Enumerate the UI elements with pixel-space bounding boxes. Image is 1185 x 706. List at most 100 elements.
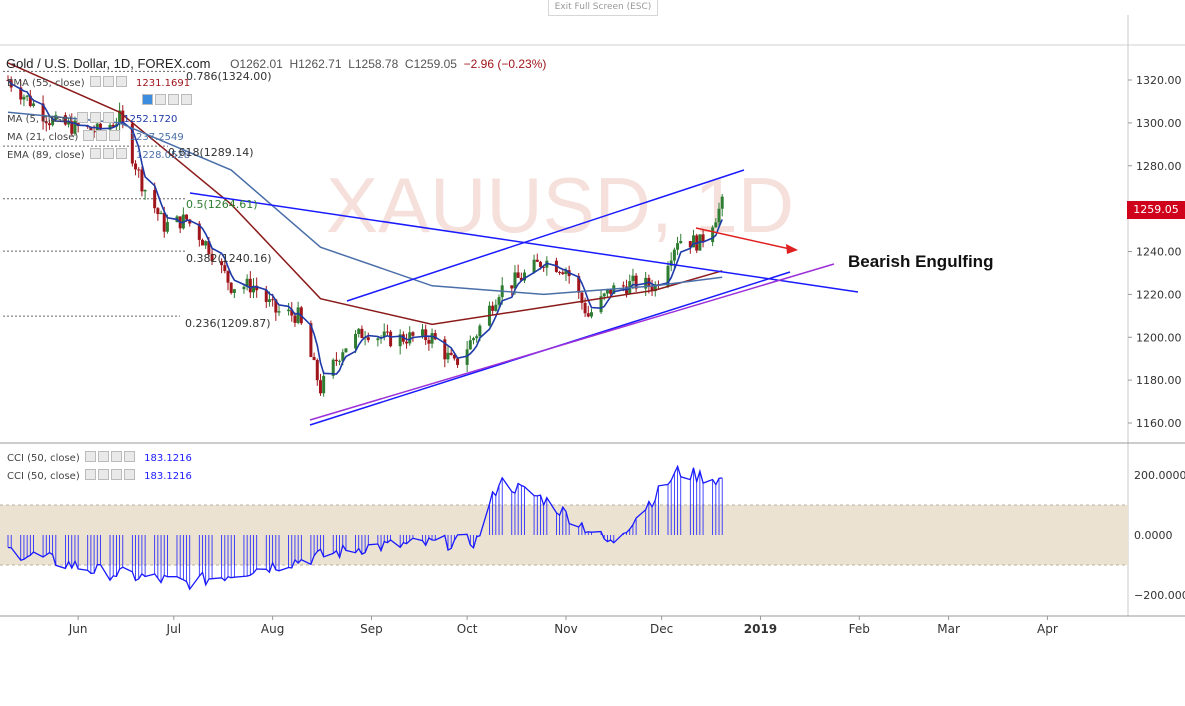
price-tick-label: 1320.00 [1136, 74, 1182, 87]
gear-icon[interactable] [97, 469, 109, 480]
close-value: C1259.05 [404, 57, 457, 71]
cci-legend-1[interactable]: CCI (50, close) 183.1216 [7, 451, 192, 464]
candle-body [360, 328, 364, 339]
time-tick-label: Jul [166, 622, 181, 636]
last-price-tag: 1259.05 [1127, 201, 1185, 219]
eye-icon[interactable] [77, 112, 89, 123]
candle-body [389, 331, 393, 347]
candle-body [535, 259, 539, 262]
legend-ma5[interactable]: MA (5, close) 1252.1720 [7, 112, 177, 125]
candle-body [245, 278, 249, 287]
candle-body [519, 277, 523, 281]
price-tick-label: 1180.00 [1136, 374, 1182, 387]
legend-label: EMA (89, close) [7, 150, 85, 161]
close-icon[interactable] [115, 148, 127, 159]
candle-body [73, 120, 77, 134]
candle-body [28, 95, 32, 106]
candle-body [47, 123, 51, 126]
candle-body [312, 356, 316, 360]
ema55-line [7, 62, 723, 326]
candle-body [577, 276, 581, 293]
candle-body [277, 311, 281, 313]
visibility-icon[interactable] [110, 469, 122, 480]
candle-body [341, 352, 345, 361]
time-tick-label: Jun [68, 622, 88, 636]
candle-body [108, 124, 112, 130]
legend-ema89[interactable]: EMA (89, close) 1228.0528 [7, 148, 190, 161]
eye-icon[interactable] [83, 130, 95, 141]
legend-ma21[interactable]: MA (21, close) 1237.2549 [7, 130, 184, 143]
legend-hidden[interactable] [140, 94, 192, 107]
candle-body [51, 119, 55, 126]
candle-body [344, 348, 348, 353]
gear-icon[interactable] [102, 76, 114, 87]
price-tick-label: 1220.00 [1136, 288, 1182, 301]
candle-body [121, 110, 125, 124]
ohlc-readout: O1262.01 H1262.71 L1258.78 C1259.05 −2.9… [230, 57, 546, 71]
candle-body [293, 315, 297, 323]
eye-icon[interactable] [89, 148, 101, 159]
gear-icon[interactable] [97, 451, 109, 462]
legend-label: EMA (55, close) [7, 78, 85, 89]
candle-body [561, 272, 565, 275]
gear-icon[interactable] [96, 130, 108, 141]
price-tick-label: 1300.00 [1136, 117, 1182, 130]
candle-body [188, 219, 192, 224]
exit-fullscreen-button[interactable]: Exit Full Screen (ESC) [548, 0, 658, 16]
candle-body [32, 103, 36, 106]
close-icon[interactable] [109, 130, 121, 141]
gear-icon[interactable] [155, 94, 166, 105]
candle-body [331, 359, 335, 376]
candle-body [478, 325, 482, 337]
candle-body [274, 299, 278, 313]
candle-body [134, 163, 138, 170]
candle-body [472, 338, 476, 341]
candle-body [542, 266, 546, 268]
candle-body [714, 222, 718, 228]
candle-body [583, 302, 587, 314]
close-icon[interactable] [123, 451, 135, 462]
candle-body [538, 261, 542, 267]
cci-legend-2[interactable]: CCI (50, close) 183.1216 [7, 469, 192, 482]
candle-body [523, 272, 527, 281]
channel-upper-line [346, 169, 745, 302]
candle-body [204, 241, 208, 246]
eye-icon[interactable] [89, 76, 101, 87]
visibility-icon[interactable] [168, 94, 179, 105]
legend-value: 1231.1691 [135, 78, 191, 89]
eye-icon[interactable] [84, 451, 96, 462]
legend-value: 183.1216 [144, 471, 192, 482]
close-icon[interactable] [103, 112, 115, 123]
candle-body [446, 352, 450, 360]
price-tick-label: 1280.00 [1136, 160, 1182, 173]
legend-value: 1252.1720 [123, 114, 178, 125]
gear-icon[interactable] [90, 112, 102, 123]
close-icon[interactable] [123, 469, 135, 480]
time-tick-label: Apr [1037, 622, 1058, 636]
gear-icon[interactable] [102, 148, 114, 159]
legend-ema55[interactable]: EMA (55, close) 1231.1691 [7, 76, 190, 89]
eye-icon[interactable] [142, 94, 153, 105]
high-value: H1262.71 [289, 57, 342, 71]
candle-body [271, 299, 275, 301]
visibility-icon[interactable] [110, 451, 122, 462]
candle-body [688, 241, 692, 248]
candle-body [666, 265, 670, 287]
close-icon[interactable] [181, 94, 192, 105]
fib-label-0786: 0.786(1324.00) [186, 70, 272, 83]
candle-body [513, 272, 517, 289]
candle-body [229, 282, 233, 293]
eye-icon[interactable] [84, 469, 96, 480]
time-tick-label: Nov [554, 622, 577, 636]
candle-body [589, 312, 593, 317]
candle-body [586, 313, 590, 317]
fib-label-0236: 0.236(1209.87) [185, 317, 271, 330]
candle-body [692, 235, 696, 248]
fib-label-05: 0.5(1264.61) [186, 198, 258, 211]
candle-body [494, 304, 498, 311]
candle-body [200, 239, 204, 246]
watermark: XAUUSD, 1D [326, 161, 794, 249]
legend-label: CCI (50, close) [7, 453, 80, 464]
close-icon[interactable] [115, 76, 127, 87]
